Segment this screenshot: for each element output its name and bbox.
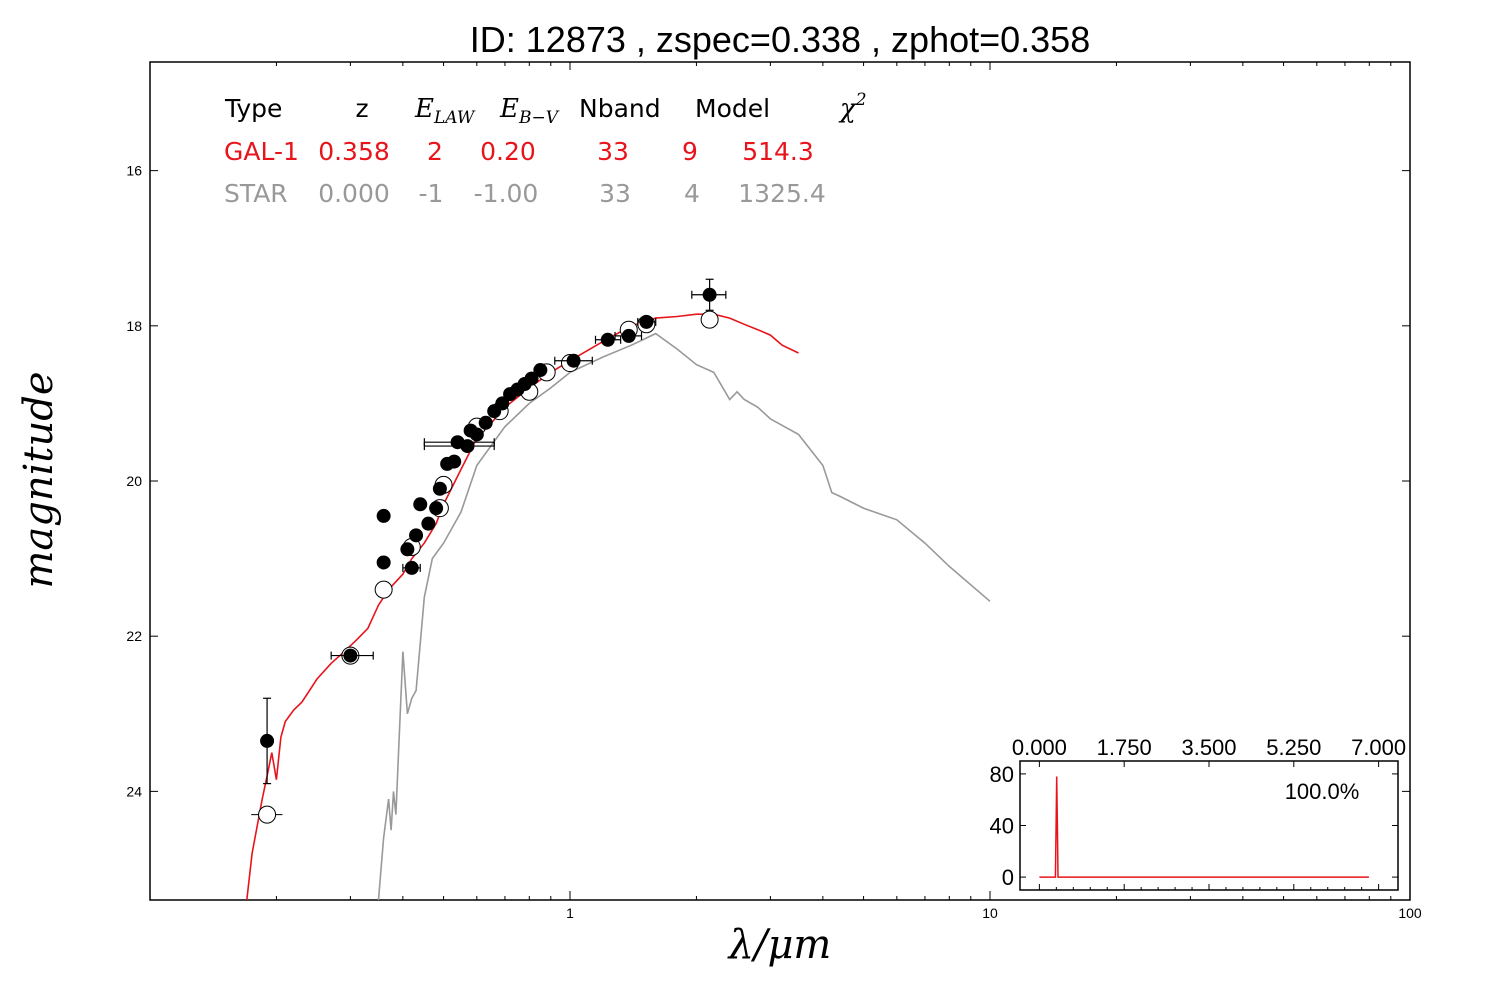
y-tick-label: 16 <box>126 163 142 179</box>
gal-type: GAL-1 <box>224 137 299 166</box>
observed-point <box>469 427 484 442</box>
inset-x-tick-label: 7.000 <box>1351 735 1406 760</box>
fit-table-row-gal: GAL-1 0.358 2 0.20 33 9 514.3 <box>224 137 814 166</box>
gal-z: 0.358 <box>318 137 390 166</box>
observed-point <box>432 481 447 496</box>
y-tick-label: 24 <box>126 783 142 799</box>
header-ebv: EB−V <box>499 94 560 128</box>
star-model: 4 <box>684 179 700 208</box>
observed-point <box>478 415 493 430</box>
observed-point <box>421 516 436 531</box>
inset-x-tick-label: 1.750 <box>1097 735 1152 760</box>
chart-title: ID: 12873 , zspec=0.338 , zphot=0.358 <box>470 19 1090 60</box>
star-z: 0.000 <box>318 179 390 208</box>
photometry-points <box>251 278 727 824</box>
y-axis: 16 18 20 22 24 <box>126 163 1410 799</box>
observed-point <box>524 371 539 386</box>
observed-point <box>376 555 391 570</box>
observed-point <box>702 287 717 302</box>
model-point <box>258 805 277 824</box>
x-axis-label: λ/μm <box>727 922 832 968</box>
y-tick-label: 22 <box>126 628 142 644</box>
observed-point <box>429 501 444 516</box>
curve-star <box>377 332 991 900</box>
fit-table: Type z ELAW EB−V Nband Model χ2 GAL-1 0.… <box>224 90 867 208</box>
observed-point <box>600 332 615 347</box>
observed-point <box>533 363 548 378</box>
observed-point <box>566 353 581 368</box>
observed-point <box>413 497 428 512</box>
inset-y-axis: 0 40 80 <box>990 762 1398 890</box>
observed-point <box>639 314 654 329</box>
observed-point <box>409 528 424 543</box>
inset-pdf-line <box>1039 776 1369 878</box>
gal-elaw: 2 <box>427 137 443 166</box>
model-point <box>374 580 393 599</box>
observed-point <box>404 560 419 575</box>
header-nband: Nband <box>579 94 661 123</box>
observed-point <box>260 733 275 748</box>
inset-x-tick-label: 0.000 <box>1012 735 1067 760</box>
observed-point <box>447 454 462 469</box>
curve-gal-1 <box>246 313 799 900</box>
observed-point <box>376 508 391 523</box>
model-point <box>700 310 719 329</box>
fit-table-row-star: STAR 0.000 -1 -1.00 33 4 1325.4 <box>224 179 826 208</box>
observed-point <box>460 439 475 454</box>
observed-point <box>621 328 636 343</box>
inset-x-axis: 0.000 1.750 3.500 5.250 7.000 <box>1012 735 1406 890</box>
inset-percent-label: 100.0% <box>1285 779 1360 804</box>
star-ebv: -1.00 <box>474 179 539 208</box>
inset-frame <box>1019 760 1399 891</box>
gal-model: 9 <box>682 137 698 166</box>
observed-point <box>343 648 358 663</box>
x-tick-label: 100 <box>1398 905 1422 921</box>
inset-x-tick-label: 5.250 <box>1266 735 1321 760</box>
fit-table-header: Type z ELAW EB−V Nband Model χ2 <box>224 90 867 128</box>
model-curves <box>246 313 991 900</box>
gal-ebv: 0.20 <box>480 137 536 166</box>
y-tick-label: 20 <box>126 473 142 489</box>
inset-y-tick-label: 0 <box>1002 865 1014 890</box>
header-chi2: χ2 <box>838 90 867 124</box>
x-tick-label: 1 <box>566 905 574 921</box>
star-elaw: -1 <box>419 179 444 208</box>
y-tick-label: 18 <box>126 318 142 334</box>
y-axis-label: magnitude <box>16 371 62 588</box>
star-chi2: 1325.4 <box>738 179 825 208</box>
star-type: STAR <box>224 179 288 208</box>
header-elaw: ELAW <box>414 94 476 128</box>
observed-point <box>400 542 415 557</box>
x-axis: 1 10 100 <box>275 62 1422 921</box>
header-model: Model <box>695 94 770 123</box>
inset-y-tick-label: 80 <box>990 762 1014 787</box>
x-tick-label: 10 <box>982 905 998 921</box>
observed-point <box>495 396 510 411</box>
inset-y-tick-label: 40 <box>990 814 1014 839</box>
gal-nband: 33 <box>597 137 629 166</box>
header-type: Type <box>224 94 282 123</box>
inset-x-tick-label: 3.500 <box>1181 735 1236 760</box>
pdz-inset: 0.000 1.750 3.500 5.250 7.000 0 40 80 100.0% <box>990 735 1406 891</box>
star-nband: 33 <box>599 179 631 208</box>
header-z: z <box>355 94 368 123</box>
gal-chi2: 514.3 <box>742 137 814 166</box>
